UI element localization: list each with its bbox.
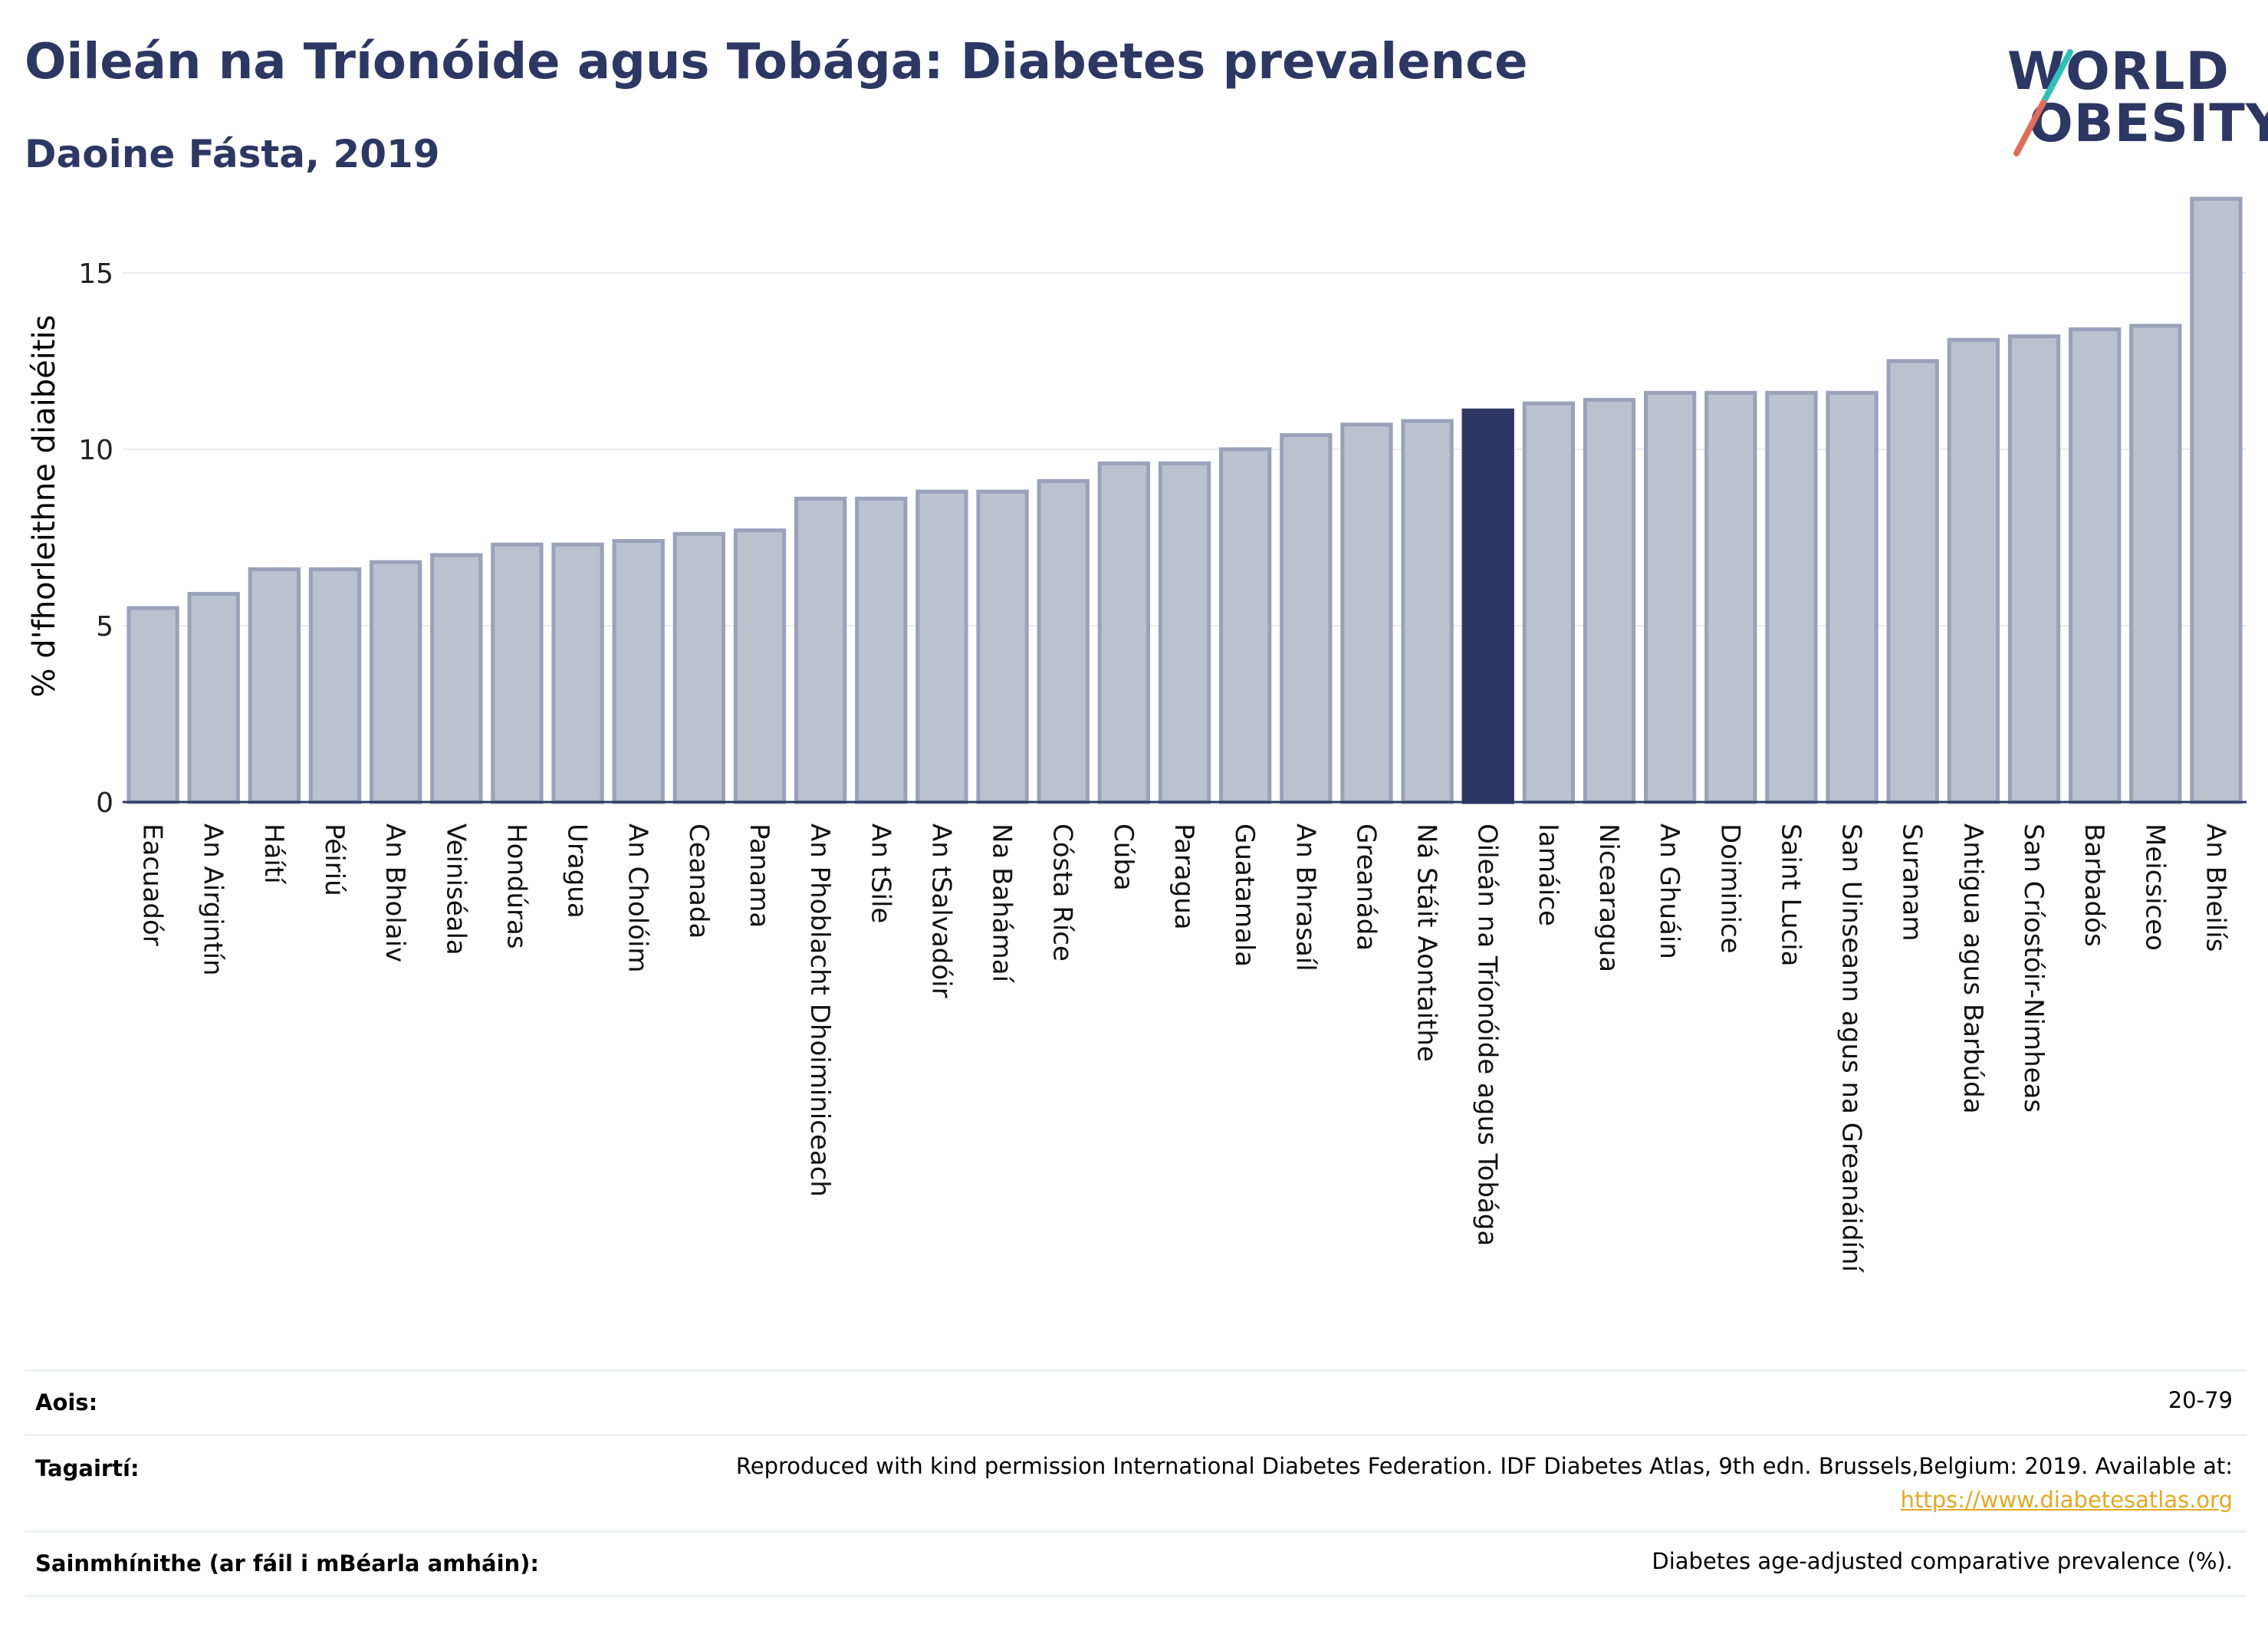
bar [2190, 196, 2243, 804]
bar [1765, 390, 1818, 804]
bar [1401, 419, 1454, 804]
bar [1158, 461, 1211, 804]
x-tick-label: San Críostóir-Nimheas [2018, 824, 2049, 1113]
x-tick-label: Péiriú [319, 824, 350, 896]
x-tick-label: Paragua [1169, 824, 1199, 930]
bar [1522, 401, 1576, 804]
x-tick-label: Barbadós [2079, 824, 2109, 947]
references-value: Reproduced with kind permission Internat… [736, 1449, 2233, 1517]
x-tick-label: Panama [744, 824, 774, 928]
bar [976, 489, 1029, 804]
x-tick-label: An Bhrasaíl [1290, 824, 1320, 972]
logo-line-2: OBESITY [2029, 94, 2268, 154]
y-tick-label: 15 [78, 258, 113, 290]
bar-chart: 0 5 10 15 Eacuadór An Airgintín Háítí Péiriú An … [78, 196, 2247, 1273]
x-tick-label: Eacuadór [137, 824, 168, 946]
bar [1340, 422, 1393, 804]
metadata-top-divider [25, 1369, 2247, 1372]
bar [430, 553, 483, 804]
x-tick-label: Cósta Ríce [1047, 824, 1078, 962]
bar [1461, 408, 1514, 804]
y-tick-label: 5 [96, 611, 113, 643]
bar [187, 592, 240, 804]
chart-subtitle: Daoine Fásta, 2019 [25, 132, 440, 176]
age-value: 20-79 [2168, 1387, 2233, 1413]
x-tick-label: Oileán na Tríonóide agus Tobága [1472, 824, 1503, 1246]
x-tick-label: Meicsiceo [2139, 824, 2170, 951]
bar [1947, 337, 2000, 804]
bar [369, 560, 422, 804]
bar [1097, 461, 1151, 804]
metadata-divider [25, 1434, 2247, 1436]
x-tick-label: Saint Lucia [1775, 824, 1806, 966]
bar [733, 528, 787, 804]
x-tick-label: Na Bahámaí [987, 824, 1017, 984]
x-tick-label: An Ghuáin [1654, 824, 1685, 959]
chart-title: Oileán na Tríonóide agus Tobága: Diabete… [25, 34, 1528, 90]
bar [248, 567, 301, 804]
x-tick-label: An Bheilís [2200, 824, 2230, 952]
definitions-value: Diabetes age-adjusted comparative preval… [1652, 1548, 2233, 1574]
bar [915, 489, 968, 804]
bar [2129, 324, 2182, 804]
x-tick-label: Iamáice [1533, 824, 1563, 926]
bar [794, 496, 847, 804]
bar [2068, 327, 2122, 804]
age-label: Aois: [35, 1389, 98, 1415]
metadata-bottom-divider [25, 1595, 2247, 1597]
bar [2007, 334, 2061, 804]
bar [672, 531, 726, 804]
x-tick-label: Guatamala [1229, 824, 1260, 967]
bar [127, 606, 179, 804]
bar [1886, 359, 1939, 804]
bar [1218, 447, 1272, 804]
x-tick-label: Greanáda [1350, 824, 1381, 951]
definitions-label: Sainmhínithe (ar fáil i mBéarla amháin): [35, 1550, 540, 1576]
bar [1826, 390, 1878, 804]
x-tick-label: Ná Stáit Aontaithe [1412, 824, 1442, 1062]
x-tick-label: Háítí [258, 824, 289, 885]
bar [855, 496, 908, 804]
bar [612, 539, 665, 804]
references-text: Reproduced with kind permission Internat… [735, 1453, 2233, 1479]
references-label: Tagairtí: [35, 1455, 140, 1481]
bar [1037, 478, 1090, 804]
references-link[interactable]: https://www.diabetesatlas.org [1900, 1487, 2233, 1513]
bar [491, 542, 544, 804]
bar [1583, 397, 1636, 804]
bar [1280, 432, 1333, 804]
y-tick-label: 0 [96, 787, 113, 819]
x-tick-label: An Airgintín [198, 824, 228, 976]
bar [1643, 390, 1697, 804]
bar [551, 542, 604, 804]
x-tick-label: Uragua [562, 824, 593, 919]
bar [1704, 390, 1757, 804]
metadata-divider [25, 1530, 2247, 1533]
x-tick-label: Ceanada [683, 824, 714, 939]
x-tick-label: Veiniséala [440, 824, 471, 955]
x-tick-label: An Bholaiv [380, 824, 410, 962]
y-tick-label: 10 [78, 435, 113, 466]
x-tick-label: Cúba [1108, 824, 1139, 891]
x-tick-label: San Uinseann agus na Greanáidíní [1836, 824, 1867, 1273]
x-tick-label: Suranam [1897, 824, 1928, 941]
x-tick-label: An tSile [865, 824, 896, 923]
x-tick-label: Nicearagua [1593, 824, 1624, 972]
x-tick-label: Doiminice [1714, 824, 1745, 954]
world-obesity-logo: WORLD OBESITY [1994, 31, 2268, 169]
x-tick-label: Hondúras [501, 824, 531, 949]
logo-line-1: WORLD [2007, 41, 2230, 102]
x-tick-label: Antigua agus Barbúda [1957, 824, 1988, 1114]
bar [308, 567, 362, 804]
logo-slash-icon [2013, 49, 2073, 156]
x-tick-label: An Phoblacht Dhoiminiceach [804, 824, 835, 1197]
x-tick-label: An tSalvadóir [925, 824, 956, 998]
x-tick-label: An Cholóim [623, 824, 653, 973]
